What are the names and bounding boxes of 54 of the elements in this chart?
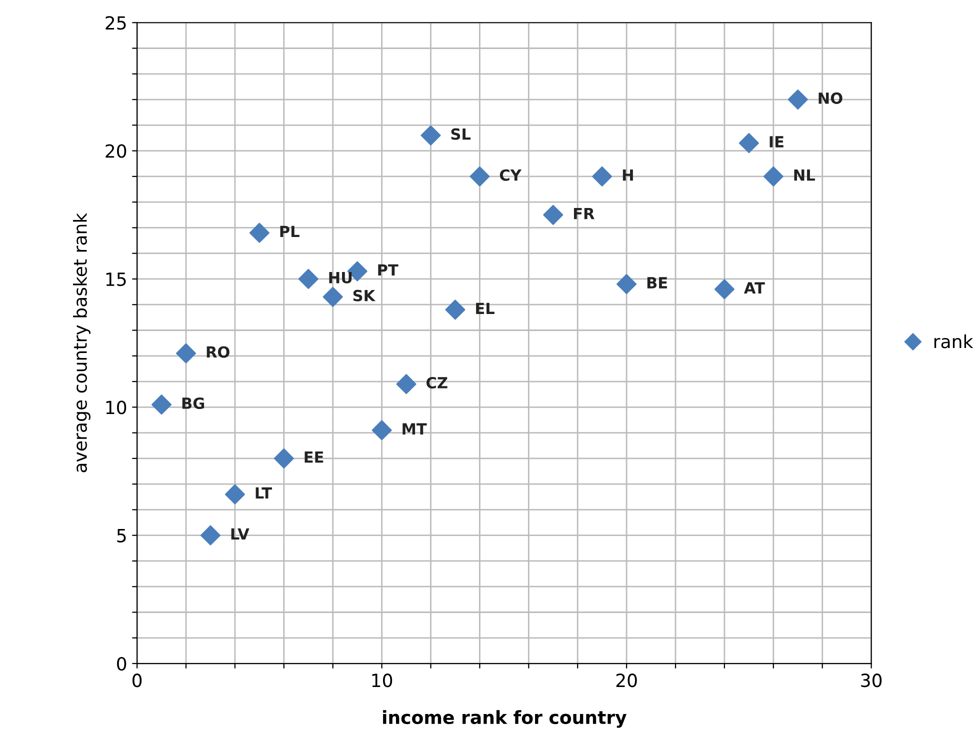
point — [763, 166, 784, 186]
annotation: LT — [256, 487, 272, 499]
y-tick-label: 10 — [106, 400, 126, 414]
annotation: FR — [574, 208, 594, 220]
point — [788, 90, 808, 110]
point — [543, 204, 564, 225]
annotation: RO — [206, 346, 230, 358]
annotation: LV — [231, 528, 250, 540]
point — [200, 525, 220, 546]
annotation: MT — [402, 423, 427, 434]
y-tick-label: 15 — [106, 272, 126, 286]
x-tick-label: 20 — [616, 674, 637, 688]
y-tick-label: 25 — [106, 16, 126, 30]
point — [298, 268, 318, 289]
point — [224, 484, 245, 504]
x-tick-label: 30 — [861, 674, 882, 688]
point — [470, 166, 490, 186]
y-tick-label: 5 — [117, 529, 126, 542]
point — [714, 279, 734, 300]
legend-label: rank — [934, 334, 974, 348]
point — [396, 374, 416, 394]
point — [420, 125, 441, 146]
point — [274, 448, 294, 468]
annotation: PL — [280, 226, 300, 238]
y-tick-label: 20 — [106, 144, 126, 158]
annotation: IE — [770, 136, 784, 148]
annotation: AT — [744, 282, 765, 294]
annotation: H — [622, 170, 633, 181]
annotation: BG — [182, 397, 204, 410]
annotation: SK — [353, 290, 376, 302]
x-tick-label: 10 — [372, 674, 392, 688]
y-axis-title: average country basket rank — [73, 212, 90, 472]
point — [152, 394, 172, 415]
point — [249, 222, 270, 243]
annotation: HU — [329, 272, 352, 284]
x-tick-label: 0 — [132, 674, 142, 688]
annotation: CY — [500, 169, 522, 181]
point — [372, 420, 392, 440]
annotation: NL — [794, 170, 815, 181]
y-tick-label: 0 — [117, 656, 126, 671]
annotation: BE — [647, 277, 667, 288]
point — [738, 133, 759, 154]
x-axis-title: income rank for country — [383, 710, 627, 728]
point — [616, 274, 637, 294]
annotation: EL — [476, 302, 494, 314]
annotation: EE — [304, 452, 324, 463]
point — [592, 166, 612, 186]
point — [176, 343, 196, 364]
annotation: NO — [818, 92, 842, 104]
point — [445, 300, 466, 320]
point — [322, 286, 343, 307]
annotation: SL — [451, 128, 471, 140]
annotation: CZ — [426, 376, 448, 389]
annotation: PT — [378, 264, 398, 276]
